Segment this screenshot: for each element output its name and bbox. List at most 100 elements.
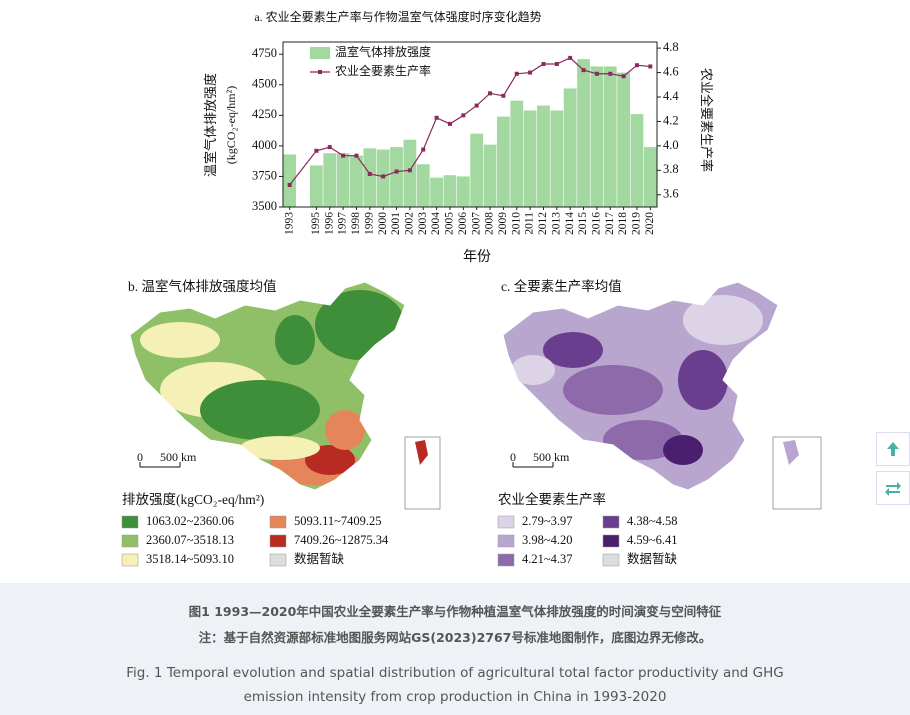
bar xyxy=(403,139,417,207)
point xyxy=(608,71,613,76)
x-tick-label: 2001 xyxy=(390,212,402,235)
x-tick-label: 1997 xyxy=(337,212,349,235)
y2-tick-label: 3.8 xyxy=(663,162,679,176)
bar xyxy=(350,155,363,207)
point xyxy=(354,153,359,158)
caption: 图1 1993—2020年中国农业全要素生产率与作物种植温室气体排放强度的时间演… xyxy=(0,583,910,715)
point xyxy=(488,91,493,96)
point xyxy=(581,68,586,73)
legend-label: 1063.02~2360.06 xyxy=(146,514,234,528)
bar xyxy=(416,164,430,207)
legend-label: 数据暂缺 xyxy=(294,551,345,566)
legend-label: 3.98~4.20 xyxy=(522,533,573,547)
point xyxy=(541,62,546,66)
bar xyxy=(443,175,457,207)
bar xyxy=(456,176,470,207)
x-tick-label: 2004 xyxy=(430,212,442,235)
switch-icon xyxy=(885,482,901,496)
legend-label: 2.79~3.97 xyxy=(522,514,573,528)
point xyxy=(287,183,292,187)
y2-tick-label: 4.8 xyxy=(663,40,679,54)
caption-title-en: Fig. 1 Temporal evolution and spatial di… xyxy=(126,665,784,705)
point xyxy=(474,103,479,108)
y2-tick-label: 4.4 xyxy=(663,89,679,103)
x-tick-label: 1999 xyxy=(363,212,375,235)
legend-swatch xyxy=(602,515,620,529)
map-title: c. 全要素生产率均值 xyxy=(501,278,622,294)
legend-label: 5093.11~7409.25 xyxy=(294,514,382,528)
legend-swatch xyxy=(121,553,139,567)
point xyxy=(447,121,452,126)
legend-swatch xyxy=(121,515,139,529)
x-tick-label: 1996 xyxy=(323,212,335,235)
y-tick-label: 4500 xyxy=(252,77,277,91)
legend-swatch xyxy=(310,47,330,59)
x-tick-label: 2019 xyxy=(631,212,643,235)
bar xyxy=(483,144,497,207)
x-tick-label: 2015 xyxy=(577,212,589,235)
y-tick-label: 4250 xyxy=(252,107,277,121)
point xyxy=(514,71,519,76)
x-axis-label: 年份 xyxy=(463,249,491,265)
x-tick-label: 2002 xyxy=(404,212,416,235)
scale-label: 0 xyxy=(510,450,516,464)
legend-label: 4.38~4.58 xyxy=(627,514,678,528)
scale-label: 500 km xyxy=(533,450,570,464)
bar xyxy=(323,153,337,207)
caption-title-zh: 图1 1993—2020年中国农业全要素生产率与作物种植温室气体排放强度的时间演… xyxy=(188,604,722,619)
bar xyxy=(603,66,617,207)
point xyxy=(634,63,639,68)
x-tick-label: 2009 xyxy=(497,212,509,235)
scale-label: 0 xyxy=(137,450,143,464)
legend-label: 4.59~6.41 xyxy=(627,533,678,547)
x-tick-label: 2020 xyxy=(644,212,656,235)
x-tick-label: 1998 xyxy=(350,212,362,235)
x-tick-label: 2010 xyxy=(510,212,522,235)
point xyxy=(367,172,372,176)
scale-label: 500 km xyxy=(160,450,197,464)
x-tick-label: 2011 xyxy=(524,212,536,235)
point xyxy=(381,174,386,179)
point xyxy=(327,145,332,150)
x-tick-label: 1993 xyxy=(283,212,295,235)
map-title: b. 温室气体排放强度均值 xyxy=(128,278,277,294)
y2-axis-label: 农业全要素生产率 xyxy=(699,68,714,172)
legend-swatch xyxy=(269,553,287,567)
legend-swatch xyxy=(269,534,287,548)
x-tick-label: 2018 xyxy=(617,212,629,235)
legend-label: 7409.26~12875.34 xyxy=(294,533,389,547)
legend-swatch xyxy=(121,534,139,548)
chart-title: a. 农业全要素生产率与作物温室气体强度时序变化趋势 xyxy=(254,9,541,24)
x-tick-label: 2000 xyxy=(377,212,389,235)
y-axis-label: 温室气体排放强度 xyxy=(203,73,218,177)
switch-button[interactable] xyxy=(876,471,910,505)
x-tick-label: 2017 xyxy=(604,212,616,235)
point xyxy=(648,64,653,69)
point xyxy=(394,169,399,174)
point xyxy=(568,55,573,60)
point xyxy=(434,115,439,120)
scroll-top-button[interactable] xyxy=(876,432,910,466)
y-tick-label: 3500 xyxy=(252,199,277,213)
bar xyxy=(537,105,550,207)
bar xyxy=(510,100,524,207)
legend-swatch xyxy=(497,515,515,529)
bar xyxy=(630,114,644,207)
point xyxy=(341,153,346,158)
bar xyxy=(430,177,443,207)
y2-tick-label: 4.2 xyxy=(663,113,679,127)
bar xyxy=(563,88,577,207)
point xyxy=(621,74,626,79)
legend-title: 排放强度(kgCO₂-eq/hm²) xyxy=(122,492,264,507)
x-tick-label: 2007 xyxy=(470,212,482,235)
map-tfp xyxy=(502,281,822,510)
x-tick-label: 2006 xyxy=(457,212,469,235)
bar xyxy=(590,66,604,207)
point xyxy=(407,168,412,173)
y2-tick-label: 4.0 xyxy=(663,138,679,152)
x-tick-label: 1995 xyxy=(310,212,322,235)
x-tick-label: 2012 xyxy=(537,212,549,235)
y2-tick-label: 3.6 xyxy=(663,187,679,201)
y-tick-label: 3750 xyxy=(252,168,277,182)
bar xyxy=(523,110,537,207)
